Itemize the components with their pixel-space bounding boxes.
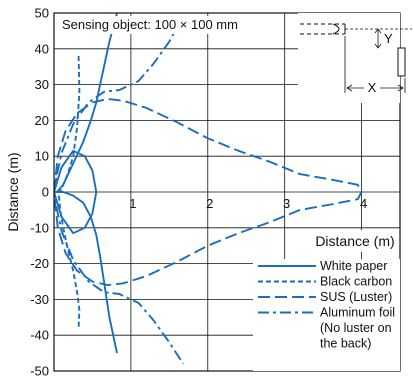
legend-label: Black carbon xyxy=(320,275,392,289)
inset-diagram: Y X xyxy=(298,13,412,103)
x-tick-label: 4 xyxy=(360,196,367,211)
y-tick-label: 40 xyxy=(35,41,49,56)
tick-labels: 1 2 3 4 50 40 30 20 10 0 -10 -20 -30 -40 -50 xyxy=(30,6,367,379)
y-tick-label: -10 xyxy=(30,220,49,235)
y-tick-label: 30 xyxy=(35,77,49,92)
y-tick-label: 20 xyxy=(35,113,49,128)
x-tick-label: 3 xyxy=(283,196,290,211)
inset-x-label: X xyxy=(368,80,377,95)
inset-x-label-bg xyxy=(364,80,380,94)
plot-frame xyxy=(53,12,401,372)
y-axis-title: Distance (m) xyxy=(5,152,21,231)
inset-sensor-lens xyxy=(332,23,340,35)
series-line-2 xyxy=(57,55,81,329)
legend-background xyxy=(253,259,400,371)
y-tick-label: -50 xyxy=(30,364,49,379)
inset-x-arrow-head-right xyxy=(397,84,404,92)
x-axis-title: Distance (m) xyxy=(315,233,394,249)
inset-y-label: Y xyxy=(384,31,393,46)
y-tick-label: 0 xyxy=(42,185,49,200)
x-tick-label: 1 xyxy=(129,196,136,211)
legend-label: White paper xyxy=(320,259,387,273)
annotation-bg xyxy=(58,16,270,34)
x-axis-title-bg xyxy=(305,230,399,252)
y-tick-label: -30 xyxy=(30,292,49,307)
inset-target xyxy=(397,47,406,77)
series-line-1 xyxy=(54,13,118,354)
series-line-3 xyxy=(54,97,363,287)
legend-label: the back) xyxy=(320,337,371,351)
y-tick-label: 50 xyxy=(35,6,49,21)
inset-x-arrow-head-left xyxy=(346,84,353,92)
series-line-0 xyxy=(54,149,98,235)
legend-label: (No luster on xyxy=(320,321,392,335)
legend-label: Aluminum foil xyxy=(320,306,395,320)
legend-label: SUS (Luster) xyxy=(320,290,392,304)
sensing-object-annotation: Sensing object: 100 × 100 mm xyxy=(62,17,238,32)
series-line-4 xyxy=(54,19,184,365)
inset-y-arrow-head-bottom xyxy=(374,43,382,49)
inset-y-arrow-head-top xyxy=(374,28,382,34)
y-tick-label: 10 xyxy=(35,149,49,164)
x-tick-label: 2 xyxy=(206,196,213,211)
y-tick-label: -40 xyxy=(30,328,49,343)
y-tick-label: -20 xyxy=(30,256,49,271)
series-layer xyxy=(54,13,363,365)
